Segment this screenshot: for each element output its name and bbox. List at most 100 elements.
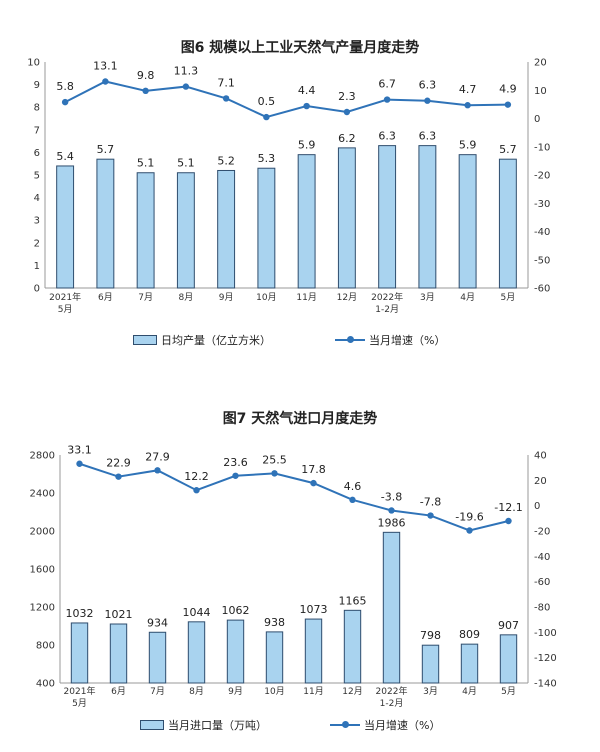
line-value-label: 25.5 xyxy=(262,453,287,466)
bar-value-label: 6.2 xyxy=(338,132,356,145)
right-tick-label: -80 xyxy=(534,603,550,614)
line-value-label: 6.7 xyxy=(378,78,396,91)
bar xyxy=(297,154,316,289)
line-point xyxy=(102,78,109,85)
bar-value-label: 5.9 xyxy=(298,139,316,152)
bar xyxy=(136,172,155,289)
right-tick-label: -60 xyxy=(534,577,550,588)
bar-value-label: 809 xyxy=(459,628,480,641)
bar xyxy=(337,147,356,289)
legend-bar-swatch xyxy=(133,335,157,345)
line-point xyxy=(263,113,270,121)
right-tick-label: 20 xyxy=(534,58,547,69)
left-tick-label: 5 xyxy=(34,171,40,182)
line-point xyxy=(388,507,395,514)
x-tick-label: 5月 xyxy=(58,304,73,315)
left-tick-label: 4 xyxy=(34,193,40,204)
line-point xyxy=(349,496,356,504)
line-point xyxy=(310,479,317,487)
legend-label: 日均产量（亿立方米） xyxy=(161,334,271,347)
line-point xyxy=(303,102,310,110)
left-tick-label: 1 xyxy=(34,261,40,272)
legend-label: 当月增速（%） xyxy=(364,719,441,732)
line-value-label: 5.8 xyxy=(56,80,74,93)
right-tick-label: 20 xyxy=(534,476,547,487)
x-tick-label: 12月 xyxy=(342,686,362,697)
line-value-label: 4.6 xyxy=(344,480,362,493)
right-tick-label: -40 xyxy=(534,552,550,563)
bar-value-label: 6.3 xyxy=(378,130,396,143)
line-value-label: -12.1 xyxy=(494,501,522,514)
line-point xyxy=(193,487,200,494)
line-point xyxy=(115,473,122,480)
line-point xyxy=(427,512,434,519)
left-tick-label: 3 xyxy=(34,216,40,227)
x-tick-label: 12月 xyxy=(337,292,357,303)
bar xyxy=(70,622,89,684)
right-tick-label: -100 xyxy=(534,628,557,639)
bar-value-label: 5.7 xyxy=(97,143,115,156)
x-tick-label: 2021年 xyxy=(64,685,96,697)
right-tick-label: -120 xyxy=(534,653,557,664)
x-tick-label: 11月 xyxy=(296,292,316,303)
x-tick-label: 5月 xyxy=(501,686,516,697)
x-tick-label: 3月 xyxy=(423,686,438,697)
x-tick-label: 5月 xyxy=(501,292,516,303)
x-tick-label: 2022年 xyxy=(371,291,403,303)
left-tick-label: 2000 xyxy=(30,527,55,538)
x-tick-label: 4月 xyxy=(462,686,477,697)
line-value-label: 17.8 xyxy=(301,463,326,476)
left-tick-label: 9 xyxy=(34,80,40,91)
left-tick-label: 0 xyxy=(34,284,40,295)
x-tick-label: 10月 xyxy=(264,686,284,697)
x-tick-label: 11月 xyxy=(303,686,323,697)
line-point xyxy=(505,517,512,525)
bar-value-label: 1986 xyxy=(378,516,406,529)
bar-value-label: 1062 xyxy=(222,604,250,617)
bar-value-label: 1021 xyxy=(105,608,133,621)
bar xyxy=(109,623,128,684)
line-value-label: 27.9 xyxy=(145,450,170,463)
right-tick-label: -50 xyxy=(534,255,550,266)
bar xyxy=(458,154,477,289)
x-tick-label: 9月 xyxy=(228,686,243,697)
line-value-label: 2.3 xyxy=(338,90,356,103)
bar-value-label: 5.3 xyxy=(258,152,276,165)
line-point xyxy=(464,102,471,109)
bar-value-label: 5.2 xyxy=(217,154,235,167)
bar-value-label: 1073 xyxy=(300,603,328,616)
bar xyxy=(257,167,276,289)
right-tick-label: 0 xyxy=(534,501,540,512)
line-point xyxy=(76,460,83,467)
bar-value-label: 5.9 xyxy=(459,139,477,152)
legend-line: 当月增速（%） xyxy=(330,717,440,733)
x-tick-label: 3月 xyxy=(420,292,435,303)
bar-value-label: 1032 xyxy=(66,607,94,620)
bar xyxy=(265,631,284,684)
bar-value-label: 5.7 xyxy=(499,143,517,156)
growth-line xyxy=(64,80,508,119)
line-value-label: -3.8 xyxy=(381,490,402,503)
bar xyxy=(498,158,517,289)
bar-value-label: 1165 xyxy=(339,594,367,607)
bar xyxy=(304,618,323,684)
bar-value-label: 6.3 xyxy=(419,130,437,143)
right-tick-label: -20 xyxy=(534,171,550,182)
left-tick-label: 7 xyxy=(34,125,40,136)
x-tick-label: 10月 xyxy=(256,292,276,303)
line-value-label: 13.1 xyxy=(93,59,118,72)
bar-value-label: 5.4 xyxy=(56,150,74,163)
right-tick-label: -140 xyxy=(534,679,557,690)
left-tick-label: 1600 xyxy=(30,565,55,576)
bar-value-label: 5.1 xyxy=(177,157,195,170)
bar xyxy=(148,631,167,684)
bar xyxy=(176,172,195,289)
line-point xyxy=(424,97,431,104)
legend-label: 当月增速（%） xyxy=(369,334,446,347)
bar xyxy=(96,158,115,289)
growth-line xyxy=(79,462,509,532)
legend-bar-swatch xyxy=(140,720,164,730)
line-value-label: 23.6 xyxy=(223,456,248,469)
x-tick-label: 6月 xyxy=(98,292,113,303)
